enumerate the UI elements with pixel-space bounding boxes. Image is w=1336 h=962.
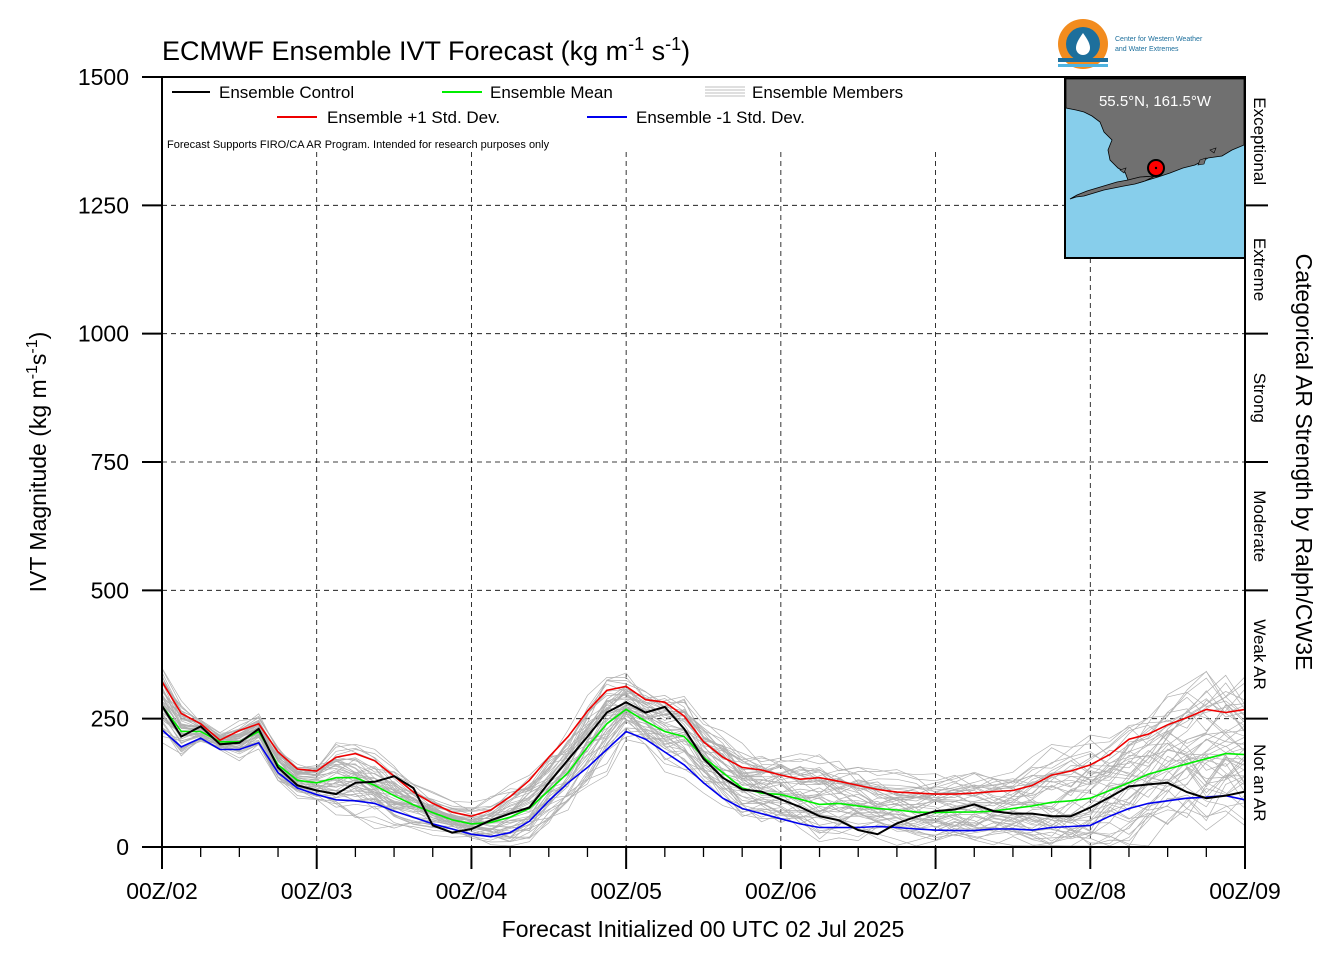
cw3e-logo: Center for Western Weather and Water Ext… [1058,19,1203,69]
y-tick-label: 0 [116,834,129,860]
logo-line-2: and Water Extremes [1115,46,1179,53]
series-lines [161,681,1246,838]
y-tick-label: 1000 [78,321,129,347]
legend-label-members: Ensemble Members [752,83,903,102]
member-line [161,675,1246,829]
series-line-ensemble-control [161,701,1246,836]
ar-category-label: Strong [1250,373,1269,423]
member-line [161,692,1246,813]
member-line [161,679,1246,825]
legend-label-plus-std: Ensemble +1 Std. Dev. [327,108,500,127]
chart-title: ECMWF Ensemble IVT Forecast (kg m-1 s-1) [162,34,690,66]
member-line [161,714,1246,838]
series-line-ensemble-1-std-dev [161,681,1246,818]
legend-label-minus-std: Ensemble -1 Std. Dev. [636,108,805,127]
y-tick-label: 250 [91,706,129,732]
series-line-ensemble-1-std-dev [161,729,1246,838]
legend-label-mean: Ensemble Mean [490,83,613,102]
inset-map-islands [1119,147,1217,174]
member-line [161,712,1246,843]
x-tick-label: 00Z/06 [745,878,817,904]
disclaimer-text: Forecast Supports FIRO/CA AR Program. In… [167,139,550,151]
axes: 0 250 500 750 1000 1250 1500 Not an AR Weak AR Mo… [78,64,1281,904]
x-tick-label: 00Z/03 [281,878,353,904]
member-line [161,719,1246,847]
legend-label-control: Ensemble Control [219,83,354,102]
legend-swatch-members [705,86,745,97]
logo-drop-icon [1076,33,1090,55]
member-line [161,691,1246,825]
inset-map-peninsula [1069,175,1156,200]
inset-map-coordinates: 55.5°N, 161.5°W [1099,93,1212,110]
ar-category-label: Weak AR [1250,619,1269,690]
right-axis-label: Categorical AR Strength by Ralph/CW3E [1291,254,1317,671]
member-line [161,668,1246,803]
member-line [161,704,1246,841]
y-tick-label: 500 [91,577,129,603]
member-line [161,700,1246,845]
ar-category-label: Moderate [1250,490,1269,562]
member-line [161,716,1246,835]
member-line [161,713,1246,842]
ar-category-label: Not an AR [1250,744,1269,822]
member-line [161,693,1246,830]
member-line [161,670,1246,820]
logo-line-1: Center for Western Weather [1115,36,1203,43]
ensemble-members [161,667,1246,847]
x-tick-label: 00Z/09 [1209,878,1281,904]
inset-map: 55.5°N, 161.5°W [1064,77,1246,259]
member-line [161,719,1246,845]
y-tick-label: 1250 [78,192,129,218]
y-tick-label: 750 [91,449,129,475]
member-line [161,715,1246,839]
y-tick-label: 1500 [78,64,129,90]
member-line [161,703,1246,832]
member-line [161,683,1246,824]
ar-category-label: Extreme [1250,238,1269,301]
x-tick-label: 00Z/04 [436,878,508,904]
x-tick-label: 00Z/05 [590,878,662,904]
x-axis-label: Forecast Initialized 00 UTC 02 Jul 2025 [502,916,905,942]
legend: Ensemble Control Ensemble Mean Ensemble … [167,83,903,151]
member-line [161,671,1246,811]
y-axis-label: IVT Magnitude (kg m-1s-1) [24,332,51,593]
member-line [161,697,1246,830]
member-line [161,674,1246,821]
x-tick-label: 00Z/07 [900,878,972,904]
x-tick-label: 00Z/02 [126,878,198,904]
member-line [161,667,1246,812]
ar-category-label: Exceptional [1250,97,1269,185]
x-tick-label: 00Z/08 [1054,878,1126,904]
